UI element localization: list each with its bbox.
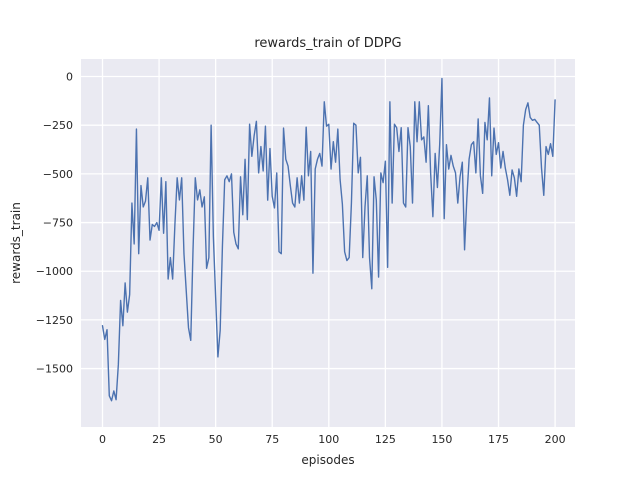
y-tick-label: −250 xyxy=(43,119,73,132)
x-tick-label: 200 xyxy=(545,433,566,446)
y-tick-label: −1500 xyxy=(36,363,73,376)
y-tick-label: −1000 xyxy=(36,265,73,278)
x-tick-label: 25 xyxy=(152,433,166,446)
x-axis-label: episodes xyxy=(301,453,355,467)
y-tick-label: −750 xyxy=(43,217,73,230)
y-tick-label: −1250 xyxy=(36,314,73,327)
y-tick-label: 0 xyxy=(66,71,73,84)
data-line-rewards_train xyxy=(101,77,556,402)
y-axis-label: rewards_train xyxy=(9,202,23,284)
x-tick-label: 0 xyxy=(99,433,106,446)
y-tick-label: −500 xyxy=(43,168,73,181)
x-tick-label: 175 xyxy=(488,433,509,446)
plot-background xyxy=(81,59,575,427)
x-tick-label: 75 xyxy=(265,433,279,446)
chart-title: rewards_train of DDPG xyxy=(254,36,402,51)
x-tick-label: 50 xyxy=(209,433,223,446)
x-tick-label: 125 xyxy=(375,433,396,446)
x-tick-label: 100 xyxy=(318,433,339,446)
x-tick-label: 150 xyxy=(431,433,452,446)
